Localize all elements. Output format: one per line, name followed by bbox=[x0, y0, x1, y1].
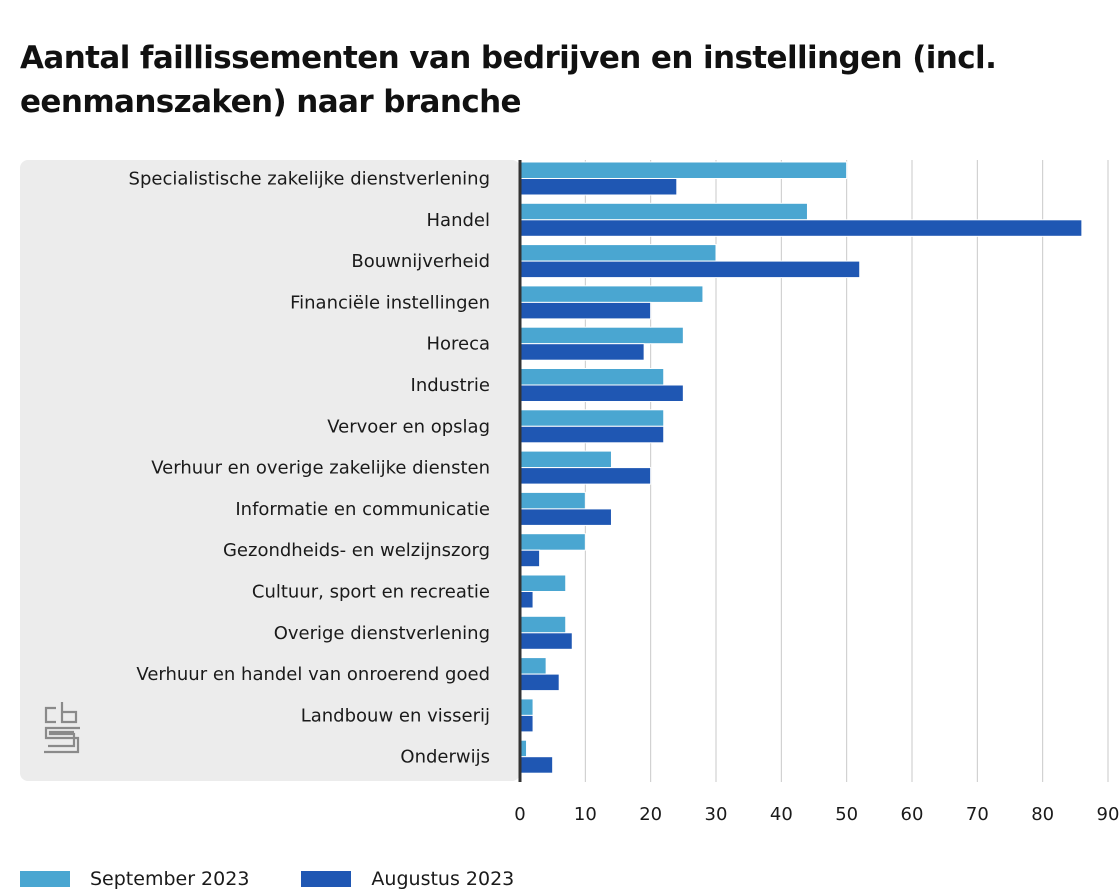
bar-augustus bbox=[519, 301, 652, 320]
bar-augustus bbox=[519, 384, 684, 402]
category-label: Overige dienstverlening bbox=[274, 623, 490, 644]
bar-augustus bbox=[519, 260, 861, 279]
x-tick-label: 20 bbox=[639, 804, 662, 825]
category-panel bbox=[20, 160, 520, 781]
bar-augustus bbox=[519, 756, 554, 774]
bar-september bbox=[519, 368, 665, 386]
bar-september bbox=[519, 450, 612, 469]
bar-augustus bbox=[519, 632, 573, 650]
legend-swatch-september bbox=[20, 871, 70, 887]
category-label: Vervoer en opslag bbox=[327, 416, 490, 437]
bar-augustus bbox=[519, 549, 541, 568]
legend-label-september: September 2023 bbox=[90, 868, 250, 890]
bar-augustus bbox=[519, 714, 534, 733]
bar-augustus bbox=[519, 673, 560, 692]
bar-augustus bbox=[519, 178, 678, 196]
category-label: Cultuur, sport en recreatie bbox=[252, 582, 490, 603]
bar-augustus bbox=[519, 425, 665, 444]
x-tick-label: 90 bbox=[1097, 804, 1120, 825]
cbs-logo-icon bbox=[44, 702, 80, 754]
legend-swatch-augustus bbox=[301, 871, 352, 887]
x-tick-labels: 0 10 20 30 40 50 60 70 80 90 bbox=[514, 804, 1119, 825]
category-label: Informatie en communicatie bbox=[235, 499, 490, 520]
legend-item-augustus: Augustus 2023 bbox=[301, 868, 514, 890]
category-label: Verhuur en overige zakelijke diensten bbox=[151, 458, 490, 479]
bar-augustus bbox=[519, 591, 534, 609]
x-tick-label: 70 bbox=[966, 804, 989, 825]
category-label: Onderwijs bbox=[400, 747, 490, 768]
category-label: Gezondheids- en welzijnszorg bbox=[223, 540, 490, 561]
bar-september bbox=[519, 202, 808, 221]
bar-augustus bbox=[519, 508, 612, 526]
bar-september bbox=[519, 574, 567, 592]
category-label: Financiële instellingen bbox=[290, 292, 490, 313]
bar-september bbox=[519, 491, 586, 510]
x-tick-label: 30 bbox=[705, 804, 728, 825]
legend-label-augustus: Augustus 2023 bbox=[371, 868, 515, 890]
bar-september bbox=[519, 615, 567, 634]
bar-augustus bbox=[519, 219, 1083, 237]
x-tick-label: 60 bbox=[901, 804, 924, 825]
bar-september bbox=[519, 657, 547, 675]
bar-augustus bbox=[519, 467, 652, 485]
legend-item-september: September 2023 bbox=[20, 868, 249, 890]
category-label: Specialistische zakelijke dienstverlenin… bbox=[129, 169, 490, 190]
bar-augustus bbox=[519, 343, 645, 361]
bar-september bbox=[519, 161, 848, 179]
chart-title: Aantal faillissementen van bedrijven en … bbox=[20, 40, 997, 120]
category-labels: Specialistische zakelijke dienstverlenin… bbox=[129, 169, 490, 768]
category-label: Landbouw en visserij bbox=[301, 705, 490, 726]
x-tick-label: 0 bbox=[514, 804, 525, 825]
category-label: Horeca bbox=[426, 334, 490, 355]
bar-september bbox=[519, 533, 586, 551]
x-tick-label: 40 bbox=[770, 804, 793, 825]
x-tick-label: 50 bbox=[835, 804, 858, 825]
bar-september bbox=[519, 326, 684, 345]
legend: September 2023 Augustus 2023 bbox=[20, 864, 566, 894]
bar-september bbox=[519, 244, 717, 262]
category-label: Industrie bbox=[411, 375, 490, 396]
bar-september bbox=[519, 285, 704, 303]
x-tick-label: 10 bbox=[574, 804, 597, 825]
bar-chart: Specialistische zakelijke dienstverlenin… bbox=[20, 160, 1119, 825]
x-tick-label: 80 bbox=[1031, 804, 1054, 825]
bars bbox=[519, 161, 1083, 774]
category-label: Bouwnijverheid bbox=[351, 251, 490, 272]
category-label: Handel bbox=[427, 210, 490, 231]
category-label: Verhuur en handel van onroerend goed bbox=[136, 664, 490, 685]
bar-september bbox=[519, 409, 665, 427]
bar-september bbox=[519, 698, 534, 716]
